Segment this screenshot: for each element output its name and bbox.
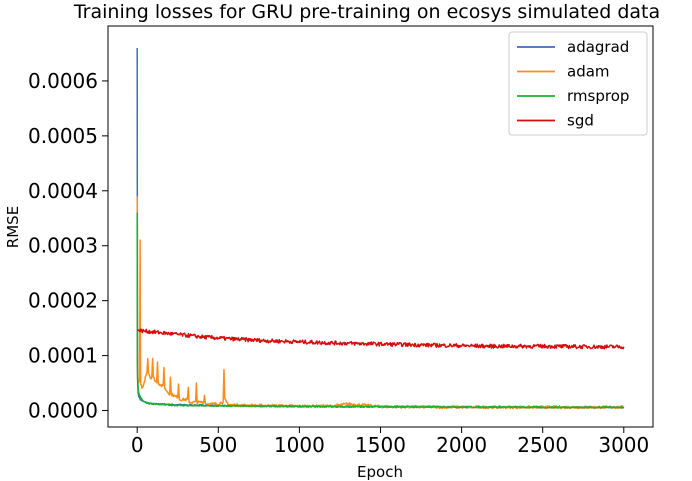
y-tick-label: 0.0004: [28, 179, 98, 203]
y-axis-ticks: 0.0000 0.0001 0.0002 0.0003 0.0004 0.0005 0.00…: [28, 69, 108, 423]
legend-label-adagrad: adagrad: [567, 38, 629, 56]
series-lines: [136, 47, 625, 410]
legend-label-sgd: sgd: [567, 112, 594, 130]
x-tick-label: 500: [199, 433, 237, 457]
y-tick-label: 0.0005: [28, 124, 98, 148]
chart-title: Training losses for GRU pre-training on …: [73, 1, 660, 23]
x-axis-label: Epoch: [357, 463, 403, 481]
x-tick-label: 1000: [274, 433, 325, 457]
legend: adagrad adam rmsprop sgd: [508, 31, 648, 136]
x-tick-label: 1500: [355, 433, 406, 457]
legend-label-adam: adam: [567, 63, 610, 81]
y-axis-label: RMSE: [4, 206, 22, 248]
x-tick-label: 3000: [598, 433, 649, 457]
series-line-rmsprop: [136, 212, 625, 409]
y-tick-label: 0.0003: [28, 234, 98, 258]
x-tick-label: 2000: [436, 433, 487, 457]
legend-label-rmsprop: rmsprop: [567, 87, 629, 105]
x-axis-ticks: 0 500 1000 1500 2000 2500 3000: [131, 427, 649, 457]
x-tick-label: 0: [131, 433, 144, 457]
series-line-sgd: [137, 328, 625, 350]
y-tick-label: 0.0006: [28, 69, 98, 93]
x-tick-label: 2500: [517, 433, 568, 457]
y-tick-label: 0.0002: [28, 289, 98, 313]
legend-box: [508, 31, 648, 136]
y-tick-label: 0.0001: [28, 344, 98, 368]
y-tick-label: 0.0000: [28, 399, 98, 423]
